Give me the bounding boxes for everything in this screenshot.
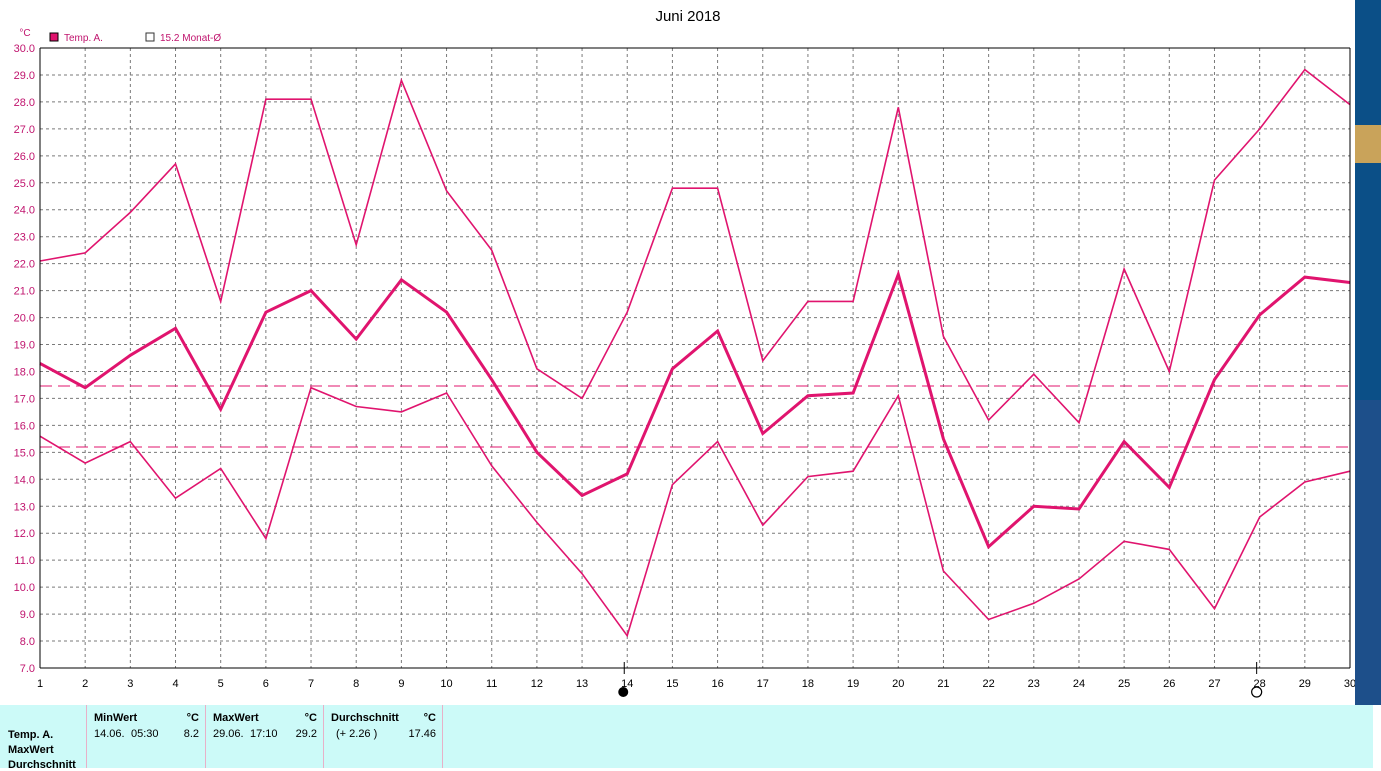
x-tick-label: 1 [37, 678, 43, 690]
x-tick-label: 3 [127, 678, 133, 690]
x-tick-label: 19 [847, 678, 859, 690]
x-tick-label: 29 [1299, 678, 1311, 690]
y-tick-label: 29.0 [14, 70, 35, 82]
y-tick-label: 30.0 [14, 43, 35, 55]
chart-area: 7.0 8.0 9.0 10.0 11.0 12.0 13.0 14.0 15.0 16.0 17.… [0, 0, 1381, 705]
row-label-temp: Temp. A. [8, 729, 53, 741]
avg-delta: (+ 2.26 ) [336, 728, 377, 740]
y-tick-label: 20.0 [14, 313, 35, 325]
x-tick-label: 20 [892, 678, 904, 690]
y-tick-label: 13.0 [14, 501, 35, 513]
y-tick-label: 17.0 [14, 393, 35, 405]
x-tick-label: 11 [486, 678, 497, 690]
y-tick-label: 15.0 [14, 447, 35, 459]
min-unit: °C [187, 712, 199, 724]
avg-header: Durchschnitt [331, 712, 399, 724]
x-tick-label: 15 [666, 678, 678, 690]
legend-swatch [50, 33, 58, 41]
y-tick-label: 21.0 [14, 286, 35, 298]
y-tick-label: 12.0 [14, 528, 35, 540]
x-tick-label: 16 [711, 678, 723, 690]
x-tick-label: 6 [263, 678, 269, 690]
legend-swatch [146, 33, 154, 41]
legend-label: Temp. A. [64, 33, 103, 44]
row-label-avg: Durchschnitt [8, 759, 76, 771]
x-tick-label: 22 [982, 678, 994, 690]
y-tick-label: 26.0 [14, 151, 35, 163]
x-tick-label: 7 [308, 678, 314, 690]
max-column: MaxWert °C 29.06. 17:10 29.2 [205, 705, 323, 768]
max-time: 17:10 [250, 728, 278, 740]
chart-title: Juni 2018 [655, 8, 720, 25]
y-tick-label: 9.0 [20, 609, 35, 621]
new-moon-icon [619, 688, 628, 697]
x-tick-label: 8 [353, 678, 359, 690]
y-tick-label: 27.0 [14, 124, 35, 136]
y-tick-label: 18.0 [14, 366, 35, 378]
y-tick-label: 11.0 [14, 555, 35, 567]
full-moon-icon [1252, 687, 1262, 697]
avg-unit: °C [424, 712, 436, 724]
min-time: 05:30 [131, 728, 159, 740]
min-date: 14.06. [94, 728, 125, 740]
y-tick-label: 24.0 [14, 205, 35, 217]
x-tick-label: 10 [440, 678, 452, 690]
y-tick-label: 19.0 [14, 340, 35, 352]
y-axis-unit: °C [19, 28, 30, 39]
max-value: 29.2 [296, 728, 317, 740]
y-tick-label: 16.0 [14, 420, 35, 432]
x-tick-label: 5 [218, 678, 224, 690]
avg-column: Durchschnitt °C (+ 2.26 ) 17.46 [323, 705, 443, 768]
y-tick-label: 10.0 [14, 582, 35, 594]
x-tick-label: 21 [937, 678, 949, 690]
y-tick-label: 22.0 [14, 259, 35, 271]
avg-value: 17.46 [408, 728, 436, 740]
max-date: 29.06. [213, 728, 244, 740]
x-tick-label: 27 [1208, 678, 1220, 690]
y-tick-label: 8.0 [20, 636, 35, 648]
min-header: MinWert [94, 712, 137, 724]
y-tick-label: 14.0 [14, 474, 35, 486]
x-tick-label: 25 [1118, 678, 1130, 690]
max-unit: °C [305, 712, 317, 724]
x-tick-label: 4 [172, 678, 178, 690]
x-tick-label: 9 [398, 678, 404, 690]
y-tick-label: 7.0 [20, 663, 35, 675]
x-tick-label: 12 [531, 678, 543, 690]
y-tick-label: 25.0 [14, 178, 35, 190]
statistics-panel: Temp. A. MaxWert Durchschnitt MinWert °C… [0, 705, 1373, 768]
x-tick-label: 17 [757, 678, 769, 690]
x-tick-label: 26 [1163, 678, 1175, 690]
max-header: MaxWert [213, 712, 259, 724]
x-tick-label: 24 [1073, 678, 1085, 690]
temperature-chart: 7.0 8.0 9.0 10.0 11.0 12.0 13.0 14.0 15.0 16.0 17.… [0, 0, 1381, 705]
desktop-edge [1355, 0, 1381, 705]
y-tick-label: 23.0 [14, 232, 35, 244]
min-value: 8.2 [184, 728, 199, 740]
x-tick-label: 18 [802, 678, 814, 690]
x-tick-label: 2 [82, 678, 88, 690]
x-tick-label: 13 [576, 678, 588, 690]
legend-label: 15.2 Monat-Ø [160, 33, 221, 44]
row-label-max: MaxWert [8, 744, 54, 756]
min-column: MinWert °C 14.06. 05:30 8.2 [86, 705, 205, 768]
x-tick-label: 23 [1028, 678, 1040, 690]
y-tick-label: 28.0 [14, 97, 35, 109]
